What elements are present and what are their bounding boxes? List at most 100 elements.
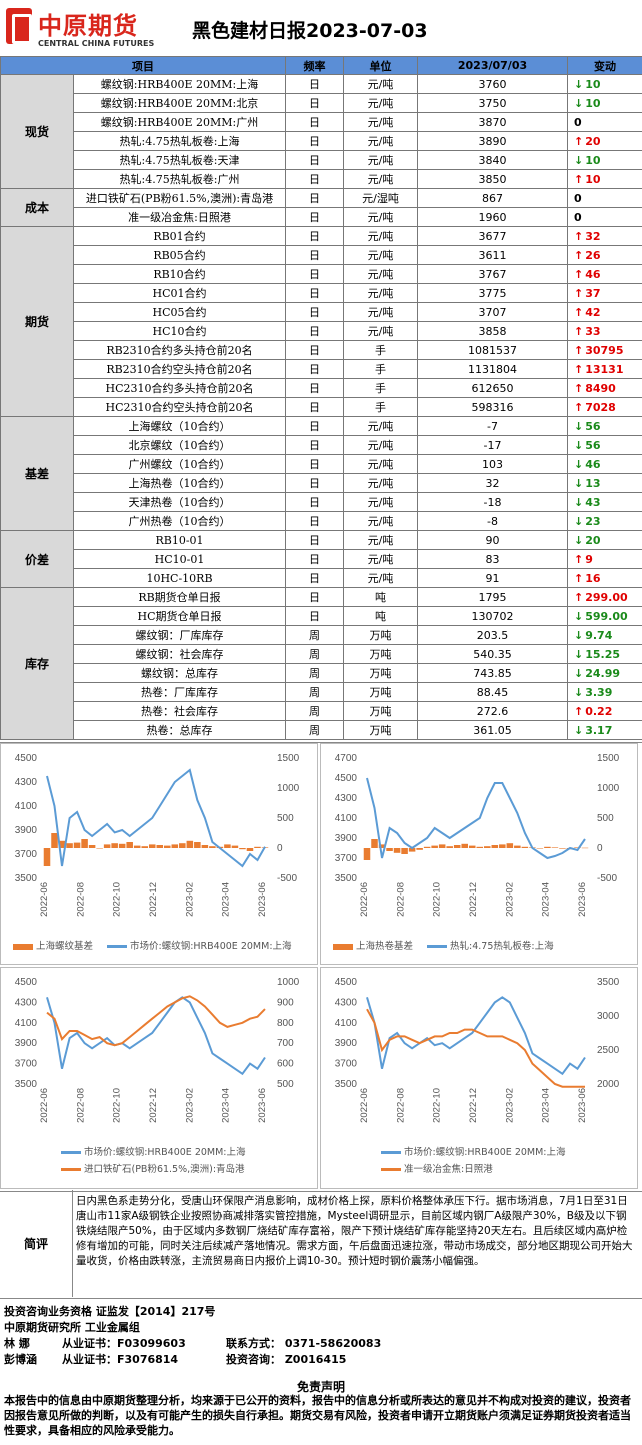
change-cell: ↑ 9 — [567, 549, 642, 569]
basis-bar — [133, 845, 141, 848]
basis-bar — [156, 845, 164, 848]
x-tick-label: 2023-02 — [504, 882, 515, 917]
table-row: 上海热卷（10合约）日元/吨 32 ↓ 13 — [1, 473, 642, 493]
y-right-tick-label: 2000 — [597, 1079, 620, 1090]
unit-cell: 元/吨 — [343, 492, 418, 512]
logo-chinese-name: 中原期货 — [38, 11, 138, 40]
x-tick-label: 2022-08 — [395, 1088, 406, 1123]
basis-bar — [88, 845, 96, 848]
unit-cell: 万吨 — [343, 644, 418, 664]
y-left-tick-label: 4100 — [335, 1018, 358, 1029]
change-cell: ↑ 32 — [567, 226, 642, 246]
unit-cell: 元/吨 — [343, 473, 418, 493]
change-cell: ↓ 20 — [567, 530, 642, 550]
basis-bar — [416, 848, 423, 850]
value-cell: 1960 — [417, 207, 568, 227]
chart-rebar-vs-iron-ore: 4500 4300 4100 3900 3700 3500 1000 900 800 700 600… — [0, 967, 318, 1189]
basis-bar — [559, 848, 566, 849]
frequency-cell: 日 — [285, 188, 344, 208]
value-cell: 3840 — [417, 150, 568, 170]
logo-english-name: CENTRAL CHINA FUTURES — [38, 39, 155, 48]
frequency-cell: 日 — [285, 302, 344, 322]
unit-cell: 万吨 — [343, 720, 418, 740]
value-cell: 3850 — [417, 169, 568, 189]
change-value: 42 — [585, 305, 601, 319]
item-cell: 热卷：厂库库存 — [73, 682, 286, 702]
basis-bar — [58, 840, 66, 848]
x-tick-label: 2022-10 — [112, 1088, 123, 1123]
analyst-name: 彭博涵 — [4, 1353, 37, 1366]
chart-svg: 4500 4300 4100 3900 3700 3500 1000 900 800 700 600… — [15, 977, 300, 1123]
change-value: 7028 — [585, 400, 616, 414]
legend-entry: 进口铁矿石(PB粉61.5%,澳洲):青岛港 — [61, 1161, 317, 1175]
change-value: 9.74 — [585, 628, 613, 642]
unit-cell: 元/吨 — [343, 435, 418, 455]
frequency-cell: 周 — [285, 682, 344, 702]
table-row: HC01合约日元/吨 3775 ↑ 37 — [1, 283, 642, 303]
change-cell: ↑ 42 — [567, 302, 642, 322]
market-comment: 简评 日内黑色系走势分化，受唐山环保限产消息影响，成材价格上探，原料价格整体承压… — [0, 1190, 642, 1298]
change-value: 3.17 — [585, 723, 613, 737]
change-value: 299.00 — [585, 590, 628, 604]
y-right-tick-label: 1500 — [597, 753, 620, 764]
legend-swatch — [381, 1168, 401, 1171]
chart-shanghai-hrc: 4700 4500 4300 4100 3900 3700 3500 1500 1000 500 0… — [320, 743, 638, 965]
y-right-tick-label: 800 — [277, 1018, 294, 1029]
basis-bar — [43, 848, 51, 866]
legend-label: 进口铁矿石(PB粉61.5%,澳洲):青岛港 — [84, 1164, 245, 1175]
basis-bar — [438, 844, 446, 848]
chart-rebar-vs-coke: 4500 4300 4100 3900 3700 3500 3500 3000 2500 2000… — [320, 967, 638, 1189]
arrow-up-icon: ↑ — [574, 305, 584, 319]
arrow-up-icon: ↑ — [574, 229, 584, 243]
basis-bar — [194, 842, 201, 848]
item-cell: 热轧:4.75热轧板卷:上海 — [73, 131, 286, 151]
x-tick-label: 2023-04 — [541, 882, 552, 917]
arrow-down-icon: ↓ — [574, 495, 584, 509]
x-tick-label: 2022-08 — [75, 882, 86, 917]
series-line — [366, 777, 586, 860]
change-cell: 0 — [567, 207, 642, 227]
frequency-cell: 日 — [285, 226, 344, 246]
y-right-tick-label: 500 — [597, 813, 614, 824]
value-cell: -18 — [417, 492, 568, 512]
x-tick-label: 2023-02 — [184, 1088, 195, 1123]
table-row: 热卷：总库存周万吨 361.05 ↓ 3.17 — [1, 720, 642, 740]
legend-label: 市场价:螺纹钢:HRB400E 20MM:上海 — [404, 1147, 566, 1158]
change-cell: ↑ 20 — [567, 131, 642, 151]
basis-bar — [468, 845, 476, 848]
column-header-item: 项目 — [0, 56, 286, 75]
basis-bar — [393, 848, 401, 853]
legend-label: 市场价:螺纹钢:HRB400E 20MM:上海 — [84, 1147, 246, 1158]
value-cell: 3858 — [417, 321, 568, 341]
frequency-cell: 日 — [285, 587, 344, 607]
x-tick-label: 2022-10 — [112, 882, 123, 917]
institute-line: 中原期货研究所 工业金属组 — [4, 1321, 140, 1334]
legend-label: 市场价:螺纹钢:HRB400E 20MM:上海 — [130, 941, 292, 952]
basis-bar — [423, 846, 431, 848]
table-row: 广州螺纹（10合约）日元/吨 103 ↓ 46 — [1, 454, 642, 474]
frequency-cell: 日 — [285, 492, 344, 512]
frequency-cell: 日 — [285, 93, 344, 113]
table-row: 热轧:4.75热轧板卷:天津日元/吨 3840 ↓ 10 — [1, 150, 642, 170]
basis-bar — [209, 846, 216, 848]
series-line — [366, 996, 586, 1076]
item-cell: RB10合约 — [73, 264, 286, 284]
change-cell: ↑ 46 — [567, 264, 642, 284]
table-row: 螺纹钢：总库存周万吨 743.85 ↓ 24.99 — [1, 663, 642, 683]
unit-cell: 元/吨 — [343, 131, 418, 151]
basis-bar — [148, 844, 156, 848]
table-row: 螺纹钢:HRB400E 20MM:广州日元/吨 3870 0 — [1, 112, 642, 132]
basis-bar — [126, 842, 133, 848]
table-row: RB05合约日元/吨 3611 ↑ 26 — [1, 245, 642, 265]
value-cell: 612650 — [417, 378, 568, 398]
value-cell: 203.5 — [417, 625, 568, 645]
arrow-up-icon: ↑ — [574, 552, 584, 566]
item-cell: HC01合约 — [73, 283, 286, 303]
table-row: HC2310合约空头持仓前20名日手 598316 ↑ 7028 — [1, 397, 642, 417]
basis-bar — [453, 845, 461, 848]
change-value: 16 — [585, 571, 601, 585]
y-left-tick-label: 3700 — [15, 1059, 38, 1070]
table-row: HC期货仓单日报日吨 130702 ↓ 599.00 — [1, 606, 642, 626]
change-cell: ↑ 33 — [567, 321, 642, 341]
x-tick-label: 2022-12 — [468, 1088, 479, 1123]
